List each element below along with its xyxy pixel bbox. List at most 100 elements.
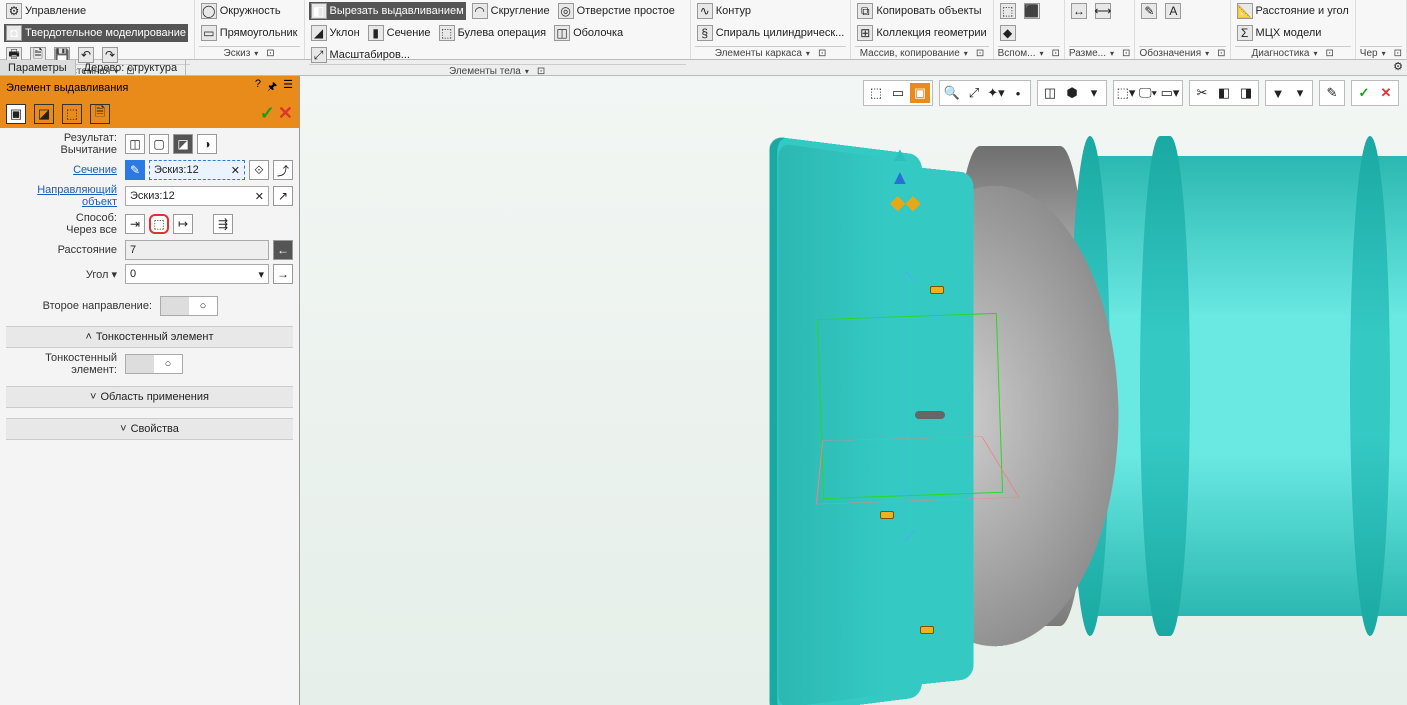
section-btn[interactable]: ▮Сечение (366, 24, 433, 42)
prop-menu-icon[interactable]: ☰ (283, 78, 293, 97)
result-opt-3-selected[interactable]: ◪ (173, 134, 193, 154)
ribbon-group-label[interactable]: Вспом... ▾⊡ (998, 46, 1060, 59)
ribbon-button-label: Булева операция (458, 27, 547, 39)
vp-tool-icon[interactable]: ▾ (1084, 83, 1104, 103)
apply-button[interactable]: ✓ (260, 103, 275, 123)
guide-link[interactable]: Направляющий объект (37, 184, 117, 208)
distance-dir-icon[interactable]: ← (273, 240, 293, 260)
ann2[interactable]: A (1163, 2, 1183, 20)
guide-input[interactable]: Эскиз:12 ✕ (125, 186, 269, 206)
result-opt-2[interactable]: ▢ (149, 134, 169, 154)
draft-btn[interactable]: ◢Уклон (309, 24, 362, 42)
fillet-btn-icon: ◠ (472, 3, 488, 19)
vp-tool-icon[interactable]: ▭▾ (1160, 83, 1180, 103)
ribbon-group-label[interactable]: Массив, копирование ▾⊡ (855, 46, 988, 59)
vp-tool-icon[interactable]: ◧ (1214, 83, 1234, 103)
vp-tool-icon[interactable]: ⤢ (964, 83, 984, 103)
manipulator-icon[interactable]: ▲ ▲ ◆◆ (890, 144, 921, 215)
result-opt-1[interactable]: ◫ (125, 134, 145, 154)
vp-tool-icon[interactable]: ⬚ (866, 83, 886, 103)
mass-props-btn[interactable]: ΣМЦХ модели (1235, 24, 1324, 42)
panel-tab-3[interactable]: 🗎 (90, 104, 110, 124)
vp-tool-icon[interactable]: ✦▾ (986, 83, 1006, 103)
angle-input[interactable]: 0 ▾ (125, 264, 269, 284)
tree-gear-icon[interactable]: ⚙ (1389, 60, 1407, 75)
clear-section-icon[interactable]: ✕ (231, 164, 240, 177)
vp-tool-icon[interactable]: ✂ (1192, 83, 1212, 103)
helix-btn[interactable]: §Спираль цилиндрическ... (695, 24, 847, 42)
vp-tool-icon[interactable]: • (1008, 83, 1028, 103)
vp-tool-icon[interactable]: 🔍 (942, 83, 962, 103)
vp-tool-icon[interactable]: ⬢ (1062, 83, 1082, 103)
thinwall-toggle[interactable]: ○ (125, 354, 183, 374)
method-opt-1[interactable]: ⇥ (125, 214, 145, 234)
vp-tool-icon[interactable]: ▼ (1268, 83, 1288, 103)
panel-tab-0[interactable]: ▣ (6, 104, 26, 124)
vp-tool-icon[interactable]: ◨ (1236, 83, 1256, 103)
ann1[interactable]: ✎ (1139, 2, 1159, 20)
ribbon-group-label[interactable]: Эскиз ▾⊡ (199, 46, 300, 59)
vp-tool-icon[interactable]: ✕ (1376, 83, 1396, 103)
ribbon-group-label[interactable]: Элементы каркаса ▾⊡ (695, 46, 847, 59)
vp-tool-icon[interactable]: 🖵▾ (1138, 83, 1158, 103)
shell-btn-icon: ◫ (554, 25, 570, 41)
ribbon-group-label[interactable]: Обозначения ▾⊡ (1139, 46, 1225, 59)
cancel-button[interactable]: ✕ (278, 103, 293, 123)
contour-btn[interactable]: ∿Контур (695, 2, 753, 20)
shell-btn[interactable]: ◫Оболочка (552, 24, 625, 42)
tree-tab[interactable]: Дерево: структура (76, 60, 187, 75)
vp-tool-icon[interactable]: ▣ (910, 83, 930, 103)
aux2[interactable]: ⬛ (1022, 2, 1042, 20)
copy-objects-btn[interactable]: ⧉Копировать объекты (855, 2, 983, 20)
boolean-btn[interactable]: ⬚Булева операция (437, 24, 549, 42)
guide-pick-icon[interactable]: ↗ (273, 186, 293, 206)
section-pencil-icon[interactable]: ✎ (125, 160, 145, 180)
params-tab[interactable]: Параметры (0, 60, 76, 75)
aux1[interactable]: ⬚ (998, 2, 1018, 20)
angle-dd-icon[interactable]: ▾ (258, 268, 264, 281)
section-ext1-icon[interactable]: ⟐ (249, 160, 269, 180)
scale-btn[interactable]: ⤢Масштабиров... (309, 46, 412, 64)
dim2[interactable]: ⟷ (1093, 2, 1113, 20)
distance-angle-btn[interactable]: 📐Расстояние и угол (1235, 2, 1351, 20)
circle-btn[interactable]: ◯Окружность (199, 2, 283, 20)
clear-guide-icon[interactable]: ✕ (255, 190, 264, 203)
angle-label[interactable]: Угол ▾ (6, 268, 121, 281)
section-input[interactable]: Эскиз:12 ✕ (149, 160, 245, 180)
method-opt-2-selected[interactable]: ⬚ (149, 214, 169, 234)
second-dir-toggle[interactable]: ○ (160, 296, 218, 316)
pin-icon[interactable]: 🖈 (267, 78, 277, 97)
vp-tool-icon[interactable]: ⬚▾ (1116, 83, 1136, 103)
vp-tool-icon[interactable]: ✓ (1354, 83, 1374, 103)
angle-dir-icon[interactable]: → (273, 264, 293, 284)
props-section-header[interactable]: ˅Свойства (6, 418, 293, 440)
method-opt-4[interactable]: ⇶ (213, 214, 233, 234)
panel-tab-1[interactable]: ◪ (34, 104, 54, 124)
section-ext2-icon[interactable]: ⤴ (273, 160, 293, 180)
fillet-btn[interactable]: ◠Скругление (470, 2, 552, 20)
ribbon-group-label[interactable]: Диагностика ▾⊡ (1235, 46, 1351, 59)
panel-tab-2[interactable]: ⬚ (62, 104, 82, 124)
solid-modeling-btn[interactable]: ◘Твердотельное моделирование (4, 24, 188, 42)
ribbon-group-label[interactable]: Чер ▾⊡ (1360, 46, 1402, 59)
thinwall-section-header[interactable]: ˄Тонкостенный элемент (6, 326, 293, 348)
geom-collection-btn[interactable]: ⊞Коллекция геометрии (855, 24, 988, 42)
vp-tool-icon[interactable]: ◫ (1040, 83, 1060, 103)
result-opt-4[interactable]: ◑ (197, 134, 217, 154)
vp-tool-icon[interactable]: ▾ (1290, 83, 1310, 103)
vp-tool-icon[interactable]: ✎ (1322, 83, 1342, 103)
hole-simple-btn[interactable]: ◎Отверстие простое (556, 2, 677, 20)
rectangle-btn[interactable]: ▭Прямоугольник (199, 24, 300, 42)
cut-extrude-btn[interactable]: ◧Вырезать выдавливанием (309, 2, 466, 20)
vp-tool-icon[interactable]: ▭ (888, 83, 908, 103)
ribbon-group-label[interactable]: Разме... ▾⊡ (1069, 46, 1131, 59)
viewport-3d[interactable]: ⬚▭▣🔍⤢✦▾•◫⬢▾⬚▾🖵▾▭▾✂◧◨▼▾✎✓✕ ▲ ▲ ◆◆ (300, 76, 1407, 705)
manage-btn[interactable]: ⚙Управление (4, 2, 88, 20)
scope-section-header[interactable]: ˅Область применения (6, 386, 293, 408)
method-opt-3[interactable]: ↦ (173, 214, 193, 234)
dim1[interactable]: ↔ (1069, 2, 1089, 20)
section-link[interactable]: Сечение (73, 164, 117, 176)
aux3[interactable]: ◆ (998, 24, 1018, 42)
distance-input[interactable]: 7 (125, 240, 269, 260)
help-icon[interactable]: ? (255, 78, 261, 97)
